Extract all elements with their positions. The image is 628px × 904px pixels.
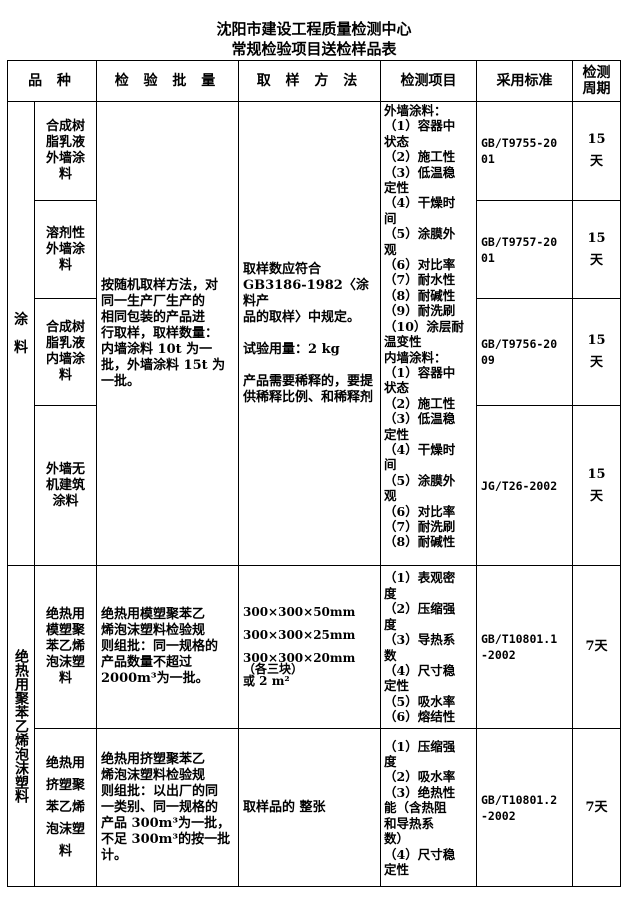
- product-standard: GB/T10801.2 -2002: [476, 728, 573, 887]
- product-sampling: 300×300×50mm 300×300×25mm 300×300×20mm （…: [238, 565, 381, 729]
- category-insulation-foam: 绝热用聚苯乙烯泡沫塑料: [13, 649, 29, 803]
- product-standard: GB/T9756-20 09: [476, 298, 573, 406]
- coatings-batch: 按随机取样方法，对 同一生产厂生产的 相同包装的产品进 行取样，取样数量： 内墙…: [96, 101, 239, 566]
- product-name: 合成树 脂乳液 内墙涂 料: [34, 298, 97, 406]
- category-cell: 绝热用聚苯乙烯泡沫塑料: [7, 565, 35, 887]
- coatings-sampling: 取样数应符合 GB3186-1982〈涂料产 品的取样〉中规定。 试验用量：2 …: [238, 101, 381, 566]
- product-batch: 绝热用挤塑聚苯乙 烯泡沫塑料检验规 则组批：以出厂的同 一类别、同一规格的 产品…: [96, 728, 239, 887]
- product-period: 15 天: [572, 200, 621, 299]
- product-period: 7天: [572, 565, 621, 729]
- product-batch: 绝热用模塑聚苯乙 烯泡沫塑料检验规 则组批：同一规格的 产品数量不超过 2000…: [96, 565, 239, 729]
- product-name: 绝热用 挤塑聚 苯乙烯 泡沫塑 料: [34, 728, 97, 887]
- header-standard: 采用标准: [476, 60, 573, 102]
- product-period: 15 天: [572, 101, 621, 201]
- header-batch: 检 验 批 量: [96, 60, 239, 102]
- product-name: 外墙无 机建筑 涂料: [34, 405, 97, 566]
- product-test-items: （1）压缩强 度 （2）吸水率 （3）绝热性 能（含热阻 和导热系 数） （4）…: [380, 728, 477, 887]
- product-standard: GB/T9755-20 01: [476, 101, 573, 201]
- header-sampling: 取 样 方 法: [238, 60, 381, 102]
- document-subtitle: 常规检验项目送检样品表: [231, 40, 397, 58]
- product-period: 7天: [572, 728, 621, 887]
- header-variety: 品 种: [7, 60, 97, 102]
- product-sampling: 取样品的 整张: [238, 728, 381, 887]
- header-period: 检测 周期: [572, 60, 621, 102]
- product-name: 合成树 脂乳液 外墙涂 料: [34, 101, 97, 201]
- document-title: 沈阳市建设工程质量检测中心: [216, 20, 412, 38]
- product-standard: GB/T9757-20 01: [476, 200, 573, 299]
- product-period: 15 天: [572, 405, 621, 566]
- product-period: 15 天: [572, 298, 621, 406]
- product-standard: JG/T26-2002: [476, 405, 573, 566]
- product-name: 绝热用 模塑聚 苯乙烯 泡沫塑 料: [34, 565, 97, 729]
- coatings-test-items: 外墙涂料： （1）容器中 状态 （2）施工性 （3）低温稳 定性 （4）干燥时 …: [380, 101, 477, 566]
- product-name: 溶剂性 外墙涂 料: [34, 200, 97, 299]
- product-test-items: （1）表观密 度 （2）压缩强 度 （3）导热系 数 （4）尺寸稳 定性 （5）…: [380, 565, 477, 729]
- header-items: 检测项目: [380, 60, 477, 102]
- product-standard: GB/T10801.1 -2002: [476, 565, 573, 729]
- category-coatings: 涂 料: [7, 101, 35, 566]
